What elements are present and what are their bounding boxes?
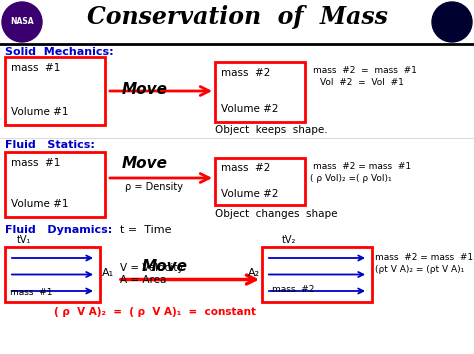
Text: ( ρ Vol)₂ =( ρ Vol)₁: ( ρ Vol)₂ =( ρ Vol)₁ bbox=[310, 174, 392, 183]
Text: mass  #1: mass #1 bbox=[10, 288, 53, 297]
Circle shape bbox=[432, 2, 472, 42]
Text: mass  #2: mass #2 bbox=[221, 68, 270, 78]
Text: tV₂: tV₂ bbox=[282, 235, 296, 245]
Text: Volume #1: Volume #1 bbox=[11, 199, 69, 209]
Text: NASA: NASA bbox=[10, 17, 34, 27]
Text: mass  #1: mass #1 bbox=[11, 158, 60, 168]
Text: mass  #2: mass #2 bbox=[221, 163, 270, 173]
Text: ρ = Density: ρ = Density bbox=[125, 182, 183, 192]
Text: Volume #1: Volume #1 bbox=[11, 107, 69, 117]
Bar bbox=[5, 57, 105, 125]
Text: A = Area: A = Area bbox=[120, 275, 166, 285]
Text: Volume #2: Volume #2 bbox=[221, 189, 279, 199]
Text: A₁: A₁ bbox=[102, 268, 114, 278]
Text: (ρt V A)₂ = (ρt V A)₁: (ρt V A)₂ = (ρt V A)₁ bbox=[375, 265, 464, 274]
Text: mass  #2  =  mass  #1: mass #2 = mass #1 bbox=[313, 66, 417, 75]
Text: Conservation  of  Mass: Conservation of Mass bbox=[87, 5, 387, 29]
Text: Move: Move bbox=[122, 156, 168, 171]
Text: Vol  #2  =  Vol  #1: Vol #2 = Vol #1 bbox=[320, 78, 404, 87]
Text: V = Velocity: V = Velocity bbox=[120, 263, 183, 273]
Bar bbox=[262, 247, 372, 302]
Bar bbox=[5, 152, 105, 217]
Text: mass  #2 = mass  #1: mass #2 = mass #1 bbox=[313, 162, 411, 171]
Text: mass  #2 = mass  #1: mass #2 = mass #1 bbox=[375, 253, 473, 262]
Text: A₂: A₂ bbox=[248, 268, 260, 278]
Circle shape bbox=[2, 2, 42, 42]
Text: mass  #1: mass #1 bbox=[11, 63, 60, 73]
Text: Move: Move bbox=[122, 81, 168, 97]
Text: mass  #2: mass #2 bbox=[272, 285, 314, 294]
Text: Object  keeps  shape.: Object keeps shape. bbox=[215, 125, 328, 135]
Text: Move: Move bbox=[142, 259, 188, 274]
Text: Solid  Mechanics:: Solid Mechanics: bbox=[5, 47, 114, 57]
Text: Object  changes  shape: Object changes shape bbox=[215, 209, 337, 219]
Bar bbox=[5, 247, 100, 302]
Bar bbox=[215, 158, 305, 205]
Text: Volume #2: Volume #2 bbox=[221, 104, 279, 114]
Text: Fluid   Dynamics:: Fluid Dynamics: bbox=[5, 225, 112, 235]
Text: t =  Time: t = Time bbox=[120, 225, 172, 235]
Text: ( ρ  V A)₂  =  ( ρ  V A)₁  =  constant: ( ρ V A)₂ = ( ρ V A)₁ = constant bbox=[54, 307, 256, 317]
Text: Fluid   Statics:: Fluid Statics: bbox=[5, 140, 95, 150]
Text: tV₁: tV₁ bbox=[17, 235, 31, 245]
Bar bbox=[215, 62, 305, 122]
